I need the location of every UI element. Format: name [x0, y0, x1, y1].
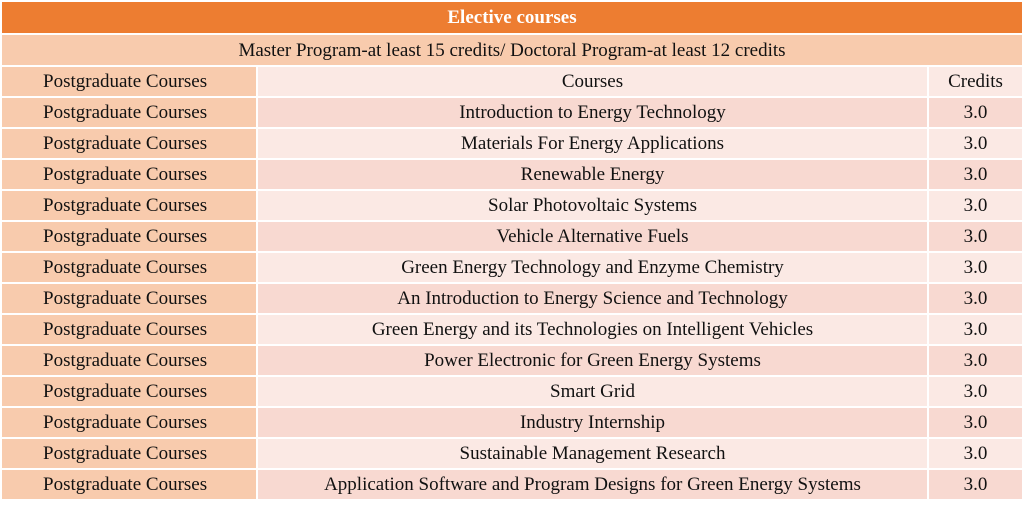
cell-credits: 3.0	[926, 127, 1024, 160]
table-row: Postgraduate Courses Industry Internship…	[0, 406, 1024, 439]
cell-category: Postgraduate Courses	[0, 437, 258, 470]
cell-category: Postgraduate Courses	[0, 468, 258, 501]
table-header-row: Postgraduate Courses Courses Credits	[0, 65, 1024, 98]
cell-course: Industry Internship	[256, 406, 929, 439]
cell-credits: 3.0	[926, 282, 1024, 315]
cell-credits: 3.0	[926, 96, 1024, 129]
cell-credits: 3.0	[926, 375, 1024, 408]
cell-category: Postgraduate Courses	[0, 375, 258, 408]
cell-credits: 3.0	[926, 189, 1024, 222]
cell-course: Renewable Energy	[256, 158, 929, 191]
table-subtitle-row: Master Program-at least 15 credits/ Doct…	[0, 33, 1024, 67]
table-row: Postgraduate Courses An Introduction to …	[0, 282, 1024, 315]
cell-course: Green Energy and its Technologies on Int…	[256, 313, 929, 346]
cell-course: Materials For Energy Applications	[256, 127, 929, 160]
column-header-credits: Credits	[926, 65, 1024, 98]
cell-credits: 3.0	[926, 344, 1024, 377]
cell-category: Postgraduate Courses	[0, 313, 258, 346]
table-row: Postgraduate Courses Renewable Energy 3.…	[0, 158, 1024, 191]
table-row: Postgraduate Courses Sustainable Managem…	[0, 437, 1024, 470]
table-row: Postgraduate Courses Application Softwar…	[0, 468, 1024, 501]
cell-category: Postgraduate Courses	[0, 158, 258, 191]
cell-category: Postgraduate Courses	[0, 406, 258, 439]
cell-category: Postgraduate Courses	[0, 282, 258, 315]
table-row: Postgraduate Courses Solar Photovoltaic …	[0, 189, 1024, 222]
column-header-courses: Courses	[256, 65, 929, 98]
cell-course: An Introduction to Energy Science and Te…	[256, 282, 929, 315]
table-row: Postgraduate Courses Power Electronic fo…	[0, 344, 1024, 377]
table-row: Postgraduate Courses Materials For Energ…	[0, 127, 1024, 160]
cell-category: Postgraduate Courses	[0, 344, 258, 377]
cell-course: Power Electronic for Green Energy System…	[256, 344, 929, 377]
cell-course: Vehicle Alternative Fuels	[256, 220, 929, 253]
cell-course: Introduction to Energy Technology	[256, 96, 929, 129]
table-title: Elective courses	[0, 0, 1024, 35]
cell-category: Postgraduate Courses	[0, 220, 258, 253]
cell-course: Smart Grid	[256, 375, 929, 408]
cell-category: Postgraduate Courses	[0, 251, 258, 284]
cell-credits: 3.0	[926, 437, 1024, 470]
elective-courses-table: Elective courses Master Program-at least…	[0, 0, 1024, 501]
table-row: Postgraduate Courses Introduction to Ene…	[0, 96, 1024, 129]
table-row: Postgraduate Courses Smart Grid 3.0	[0, 375, 1024, 408]
cell-credits: 3.0	[926, 220, 1024, 253]
table-subtitle: Master Program-at least 15 credits/ Doct…	[0, 33, 1024, 67]
cell-course: Green Energy Technology and Enzyme Chemi…	[256, 251, 929, 284]
cell-credits: 3.0	[926, 406, 1024, 439]
cell-credits: 3.0	[926, 468, 1024, 501]
cell-category: Postgraduate Courses	[0, 96, 258, 129]
cell-course: Solar Photovoltaic Systems	[256, 189, 929, 222]
cell-credits: 3.0	[926, 251, 1024, 284]
cell-credits: 3.0	[926, 158, 1024, 191]
table-row: Postgraduate Courses Green Energy and it…	[0, 313, 1024, 346]
column-header-category: Postgraduate Courses	[0, 65, 258, 98]
table-row: Postgraduate Courses Vehicle Alternative…	[0, 220, 1024, 253]
table-title-row: Elective courses	[0, 0, 1024, 35]
cell-course: Sustainable Management Research	[256, 437, 929, 470]
cell-course: Application Software and Program Designs…	[256, 468, 929, 501]
cell-category: Postgraduate Courses	[0, 127, 258, 160]
cell-category: Postgraduate Courses	[0, 189, 258, 222]
table-row: Postgraduate Courses Green Energy Techno…	[0, 251, 1024, 284]
cell-credits: 3.0	[926, 313, 1024, 346]
